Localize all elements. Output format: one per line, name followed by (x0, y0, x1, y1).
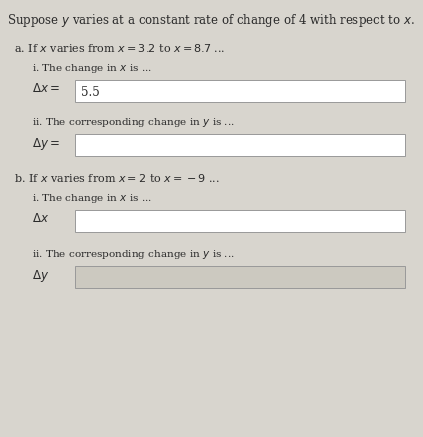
Text: $\Delta y$: $\Delta y$ (32, 268, 49, 284)
Text: i. The change in $x$ is ...: i. The change in $x$ is ... (32, 62, 152, 75)
FancyBboxPatch shape (75, 266, 405, 288)
Text: a. If $x$ varies from $x = 3.2$ to $x = 8.7$ ...: a. If $x$ varies from $x = 3.2$ to $x = … (14, 42, 225, 54)
Text: ii. The corresponding change in $y$ is ...: ii. The corresponding change in $y$ is .… (32, 248, 235, 261)
Text: 5.5: 5.5 (81, 86, 100, 99)
Text: ii. The corresponding change in $y$ is ...: ii. The corresponding change in $y$ is .… (32, 116, 235, 129)
Text: $\Delta x =$: $\Delta x =$ (32, 82, 60, 95)
Text: i. The change in $x$ is ...: i. The change in $x$ is ... (32, 192, 152, 205)
Text: $\Delta x$: $\Delta x$ (32, 212, 49, 225)
FancyBboxPatch shape (75, 210, 405, 232)
Text: b. If $x$ varies from $x = 2$ to $x = -9$ ...: b. If $x$ varies from $x = 2$ to $x = -9… (14, 172, 220, 184)
FancyBboxPatch shape (75, 134, 405, 156)
Text: $\Delta y =$: $\Delta y =$ (32, 136, 60, 152)
Text: Suppose $y$ varies at a constant rate of change of 4 with respect to $x$.: Suppose $y$ varies at a constant rate of… (7, 12, 415, 29)
FancyBboxPatch shape (75, 80, 405, 102)
